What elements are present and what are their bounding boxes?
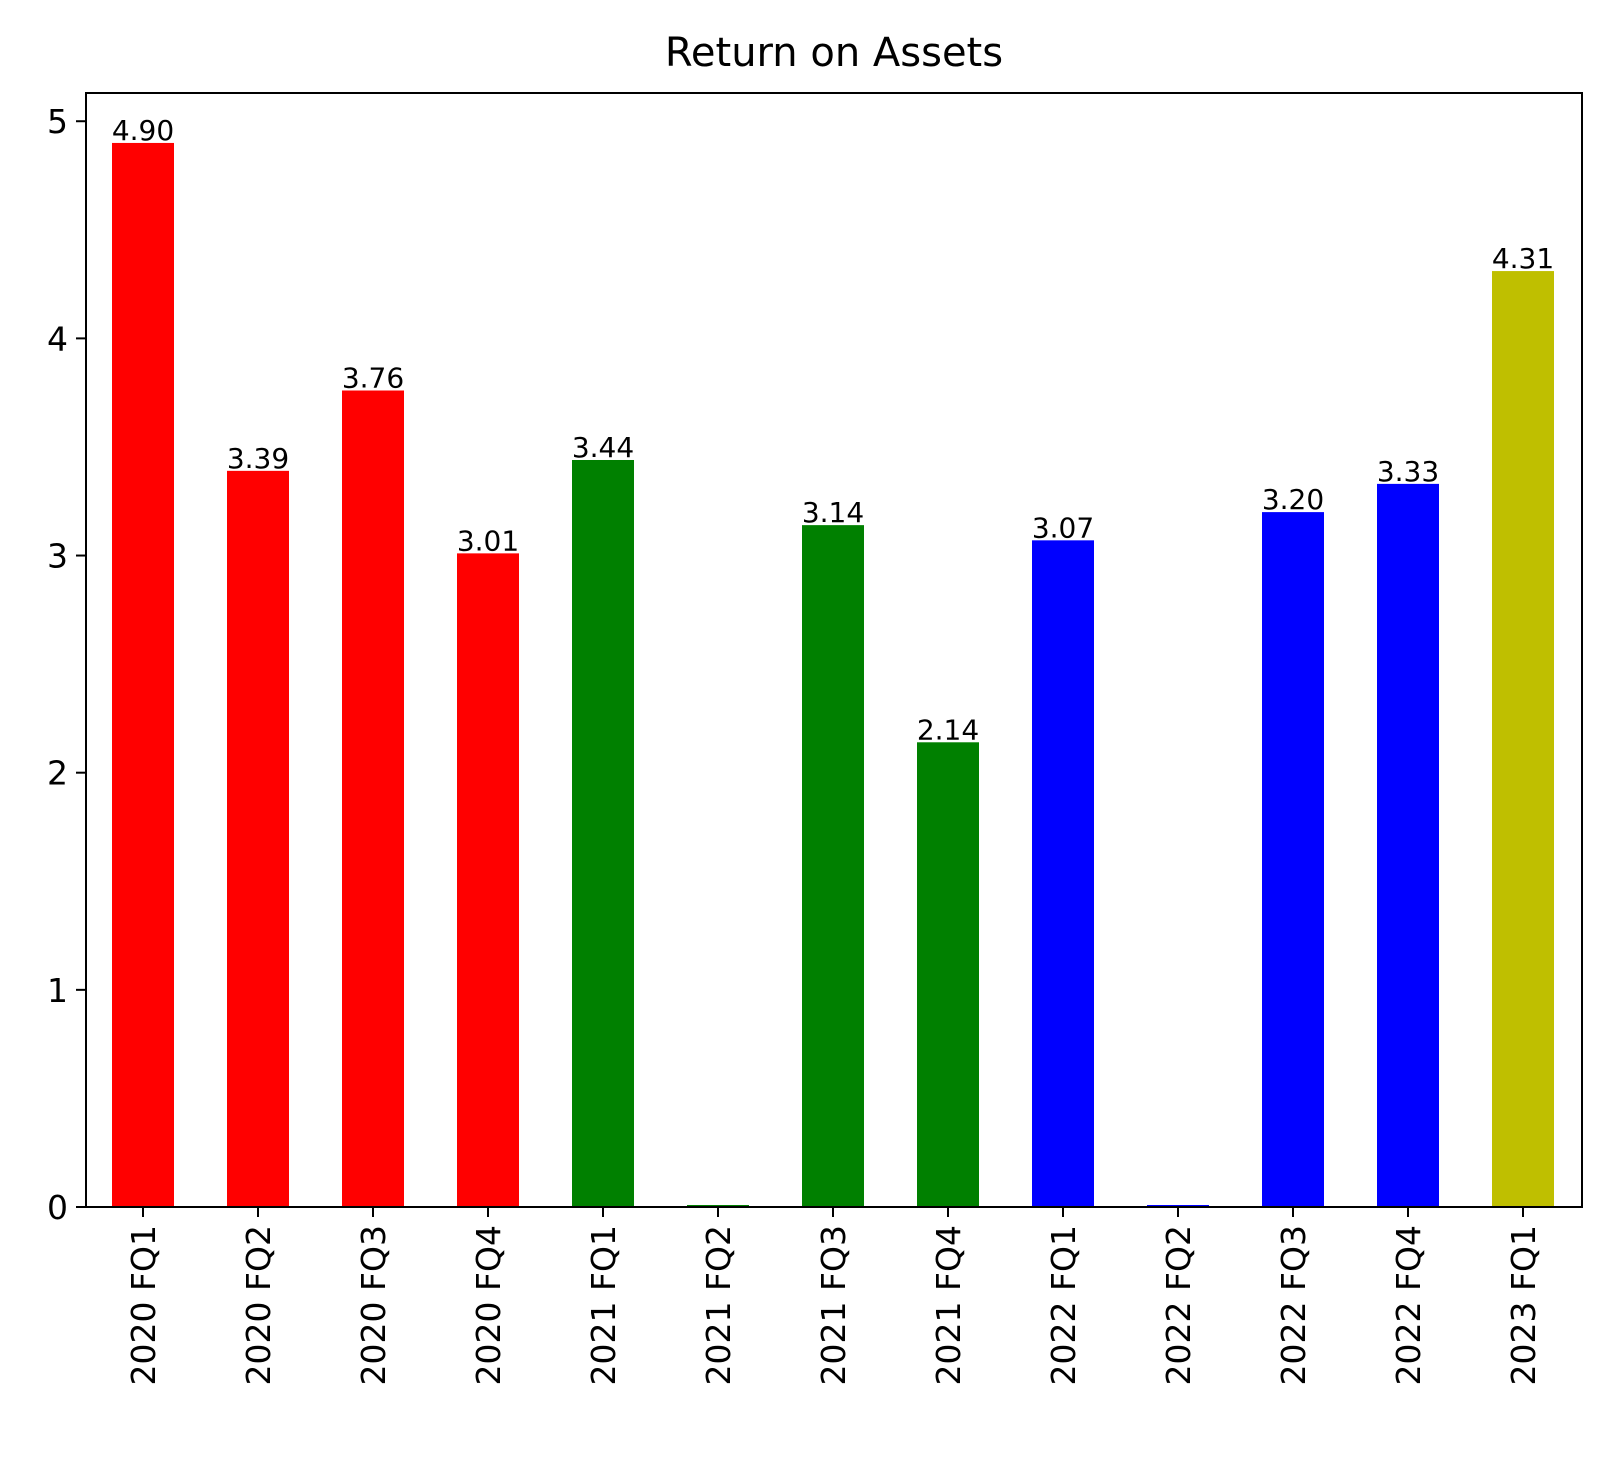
data-label: 3.14 <box>802 496 864 529</box>
x-tick-label: 2020 FQ4 <box>469 1225 508 1385</box>
data-label: 3.07 <box>1032 511 1094 544</box>
y-tick-label: 0 <box>47 1188 68 1227</box>
data-label: 3.20 <box>1262 483 1324 516</box>
bar-2020-fq4 <box>457 553 519 1207</box>
bar-2021-fq3 <box>802 525 864 1207</box>
x-tick-label: 2020 FQ1 <box>124 1225 163 1385</box>
bar-2020-fq3 <box>342 390 404 1207</box>
bar-2022-fq4 <box>1377 483 1439 1207</box>
data-label: 3.44 <box>572 431 634 464</box>
bar-2022-fq3 <box>1262 512 1324 1207</box>
bar-2022-fq1 <box>1032 540 1094 1207</box>
x-tick-label: 2020 FQ3 <box>354 1225 393 1385</box>
x-tick-label: 2022 FQ1 <box>1044 1225 1083 1385</box>
y-tick-label: 1 <box>47 971 68 1010</box>
x-tick-label: 2021 FQ4 <box>929 1225 968 1385</box>
bar-2023-fq1 <box>1492 271 1554 1207</box>
bar-2021-fq1 <box>572 459 634 1208</box>
x-tick-label: 2022 FQ4 <box>1389 1225 1428 1385</box>
data-labels-group: 4.90 3.39 3.76 3.01 3.44 3.14 2.14 3.07 3.20 3.33… <box>112 114 1554 746</box>
data-label: 3.39 <box>227 442 289 475</box>
x-tick-label: 2022 FQ3 <box>1274 1225 1313 1385</box>
y-tick-label: 2 <box>47 754 68 793</box>
bars-group <box>112 142 1554 1208</box>
data-label: 3.33 <box>1377 455 1439 488</box>
x-axis: 2020 FQ1 2020 FQ2 2020 FQ3 2020 FQ4 2021 FQ1… <box>124 1207 1543 1385</box>
y-tick-label: 4 <box>47 319 68 358</box>
data-label: 4.90 <box>112 114 174 147</box>
x-tick-label: 2021 FQ2 <box>699 1225 738 1385</box>
y-axis: 0 1 2 3 4 5 <box>47 102 86 1227</box>
x-tick-label: 2023 FQ1 <box>1504 1225 1543 1385</box>
data-label: 3.76 <box>342 362 404 395</box>
data-label: 4.31 <box>1492 242 1554 275</box>
y-tick-label: 5 <box>47 102 68 141</box>
bar-2021-fq4 <box>917 742 979 1207</box>
y-tick-label: 3 <box>47 537 68 576</box>
data-label: 3.01 <box>457 524 519 557</box>
data-label: 2.14 <box>917 713 979 746</box>
bar-2020-fq1 <box>112 142 174 1207</box>
x-tick-label: 2020 FQ2 <box>239 1225 278 1385</box>
x-tick-label: 2021 FQ3 <box>814 1225 853 1385</box>
x-tick-label: 2022 FQ2 <box>1159 1225 1198 1385</box>
chart-title: Return on Assets <box>665 30 1003 76</box>
x-tick-label: 2021 FQ1 <box>584 1225 623 1385</box>
bar-2020-fq2 <box>227 470 289 1207</box>
